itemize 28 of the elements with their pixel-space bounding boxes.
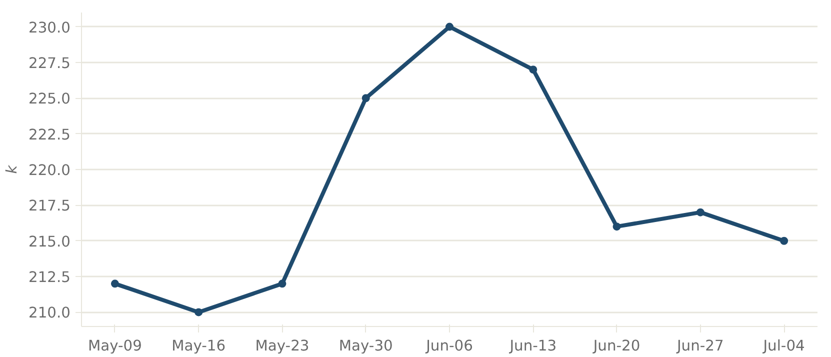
y-axis-title: k — [4, 164, 21, 174]
y-tick-label: 215.0 — [28, 233, 71, 250]
x-tick-label: Jun-27 — [676, 338, 724, 354]
x-tick-label: May-16 — [172, 338, 226, 354]
x-tick-label: Jun-13 — [508, 338, 557, 354]
y-tick-label: 220.0 — [28, 162, 71, 179]
point — [446, 22, 454, 31]
point — [110, 280, 119, 288]
point — [278, 280, 286, 288]
point — [362, 94, 370, 102]
y-tick-label: 210.0 — [28, 304, 71, 322]
y-tick-label: 217.5 — [28, 198, 71, 215]
point — [194, 308, 203, 316]
y-tick-label: 230.0 — [28, 19, 71, 36]
x-tick-label: May-30 — [338, 338, 393, 354]
y-tick-label: 222.5 — [28, 126, 71, 144]
point — [529, 66, 538, 74]
x-tick-label: Jun-20 — [592, 338, 640, 354]
x-tick-label: Jul-04 — [762, 338, 805, 354]
y-tick-label: 227.5 — [28, 54, 71, 72]
x-tick-label: May-09 — [88, 338, 142, 354]
point — [612, 222, 621, 231]
x-tick-label: Jun-06 — [425, 338, 473, 354]
y-tick-label: 225.0 — [28, 90, 71, 108]
point — [696, 208, 704, 216]
x-tick-label: May-23 — [255, 338, 310, 354]
point — [780, 236, 788, 245]
y-tick-label: 212.5 — [28, 269, 71, 286]
